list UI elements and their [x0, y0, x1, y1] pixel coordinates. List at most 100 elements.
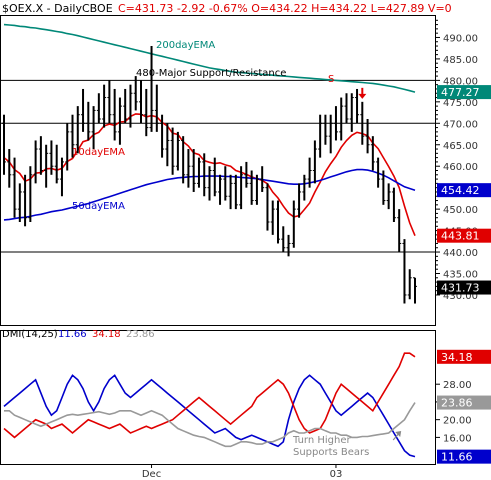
ohlc-bar	[297, 183, 302, 218]
price-tick-label: 435.00	[443, 270, 478, 281]
sell-signal-arrow-icon	[358, 87, 367, 99]
ohlc-bar	[75, 106, 80, 154]
x-axis: Dec 03	[142, 464, 342, 480]
ohlc-bar	[44, 144, 49, 188]
ohlc-bar	[186, 149, 191, 188]
ohlc-bar	[281, 226, 286, 253]
ohlc-bar	[239, 166, 244, 210]
x-tick-label: 03	[330, 469, 343, 480]
ohlc-bar	[323, 114, 328, 145]
dmi-value-badges: 34.18 23.86 11.66	[437, 349, 491, 464]
ohlc-bar	[244, 161, 249, 188]
price-tick-label: 460.00	[443, 162, 478, 173]
price-badge: 454.42	[437, 183, 491, 198]
ohlc-bar	[128, 84, 133, 128]
ohlc-bar	[402, 239, 407, 304]
ohlc-bar	[202, 153, 207, 197]
ohlc-bar	[333, 106, 338, 141]
svg-text:34.18: 34.18	[441, 351, 473, 364]
ema10-label: 10dayEMA	[72, 147, 125, 158]
price-panel-frame	[0, 15, 436, 326]
price-tick-label: 430.00	[443, 291, 478, 302]
ohlc-bar	[207, 166, 212, 201]
ohlc-bar	[302, 174, 307, 201]
dmi-tick-label: 20.00	[443, 416, 472, 427]
support-resistance-label: 480-Major Support/Resistance	[136, 68, 286, 79]
ohlc-bar	[2, 114, 6, 175]
price-tick-label: 465.00	[443, 141, 478, 152]
ohlc-bar	[91, 106, 96, 150]
adx-turn-arrow-icon	[392, 430, 402, 441]
dmi-minus-value: 34.18	[92, 329, 121, 340]
ohlc-bar	[86, 101, 91, 141]
ohlc-bar	[191, 149, 196, 192]
ohlc-bar	[33, 140, 38, 184]
ohlc-bar	[81, 88, 86, 132]
ohlc-bar	[307, 157, 312, 188]
ohlc-bar	[349, 93, 354, 132]
svg-text:23.86: 23.86	[441, 397, 473, 410]
ohlc-bar	[154, 84, 159, 132]
price-tick-label: 475.00	[443, 98, 478, 109]
series-line-10dayEMA	[3, 113, 416, 237]
ohlc-bar	[260, 166, 265, 192]
price-bars	[2, 46, 417, 304]
ohlc-bar	[28, 166, 33, 222]
sell-signal-label: S	[328, 74, 334, 85]
ohlc-bar	[386, 183, 391, 210]
ohlc-bar	[370, 136, 375, 171]
header-exchange: CBOE	[82, 2, 113, 15]
ohlc-bar	[276, 200, 280, 244]
price-tick-label: 490.00	[443, 33, 478, 44]
ohlc-bar	[59, 157, 64, 197]
dmi-line-2	[4, 402, 416, 448]
dmi-panel-frame	[0, 330, 436, 465]
ohlc-bar	[360, 101, 365, 145]
ohlc-bar	[181, 136, 186, 184]
ohlc-bar	[17, 183, 22, 222]
ohlc-bar	[54, 144, 59, 184]
ohlc-bar	[228, 174, 233, 210]
svg-text:454.42: 454.42	[441, 184, 480, 197]
ohlc-bar	[270, 200, 275, 235]
ohlc-bar	[144, 88, 149, 137]
ohlc-bar	[254, 174, 259, 205]
price-tick-label: 485.00	[443, 55, 478, 66]
dmi-plus-value: 11.66	[58, 329, 87, 340]
ohlc-bar	[165, 123, 170, 167]
price-tick-label: 480.00	[443, 76, 478, 87]
ohlc-bar	[339, 97, 344, 141]
price-badge: 431.73	[437, 280, 491, 295]
ema200-label: 200dayEMA	[156, 40, 215, 51]
ohlc-bar	[170, 127, 175, 175]
ohlc-bar	[196, 157, 201, 188]
ohlc-bar	[49, 140, 54, 175]
dmi-title: DMI(14,25)	[2, 329, 58, 340]
price-badge: 443.81	[437, 228, 491, 243]
ohlc-bar	[265, 183, 270, 231]
header-change-line: C=431.73 -2.92 -0.67% O=434.22 H=434.22 …	[118, 2, 452, 15]
ohlc-bar	[175, 131, 180, 171]
ohlc-bar	[123, 88, 128, 124]
ohlc-bar	[107, 80, 112, 124]
ohlc-bar	[7, 149, 12, 188]
ohlc-bar	[355, 88, 360, 124]
price-tick-label: 470.00	[443, 119, 478, 130]
price-tick-label: 440.00	[443, 248, 478, 259]
ohlc-bar	[376, 157, 381, 188]
ohlc-bar	[38, 136, 43, 175]
dmi-tick-label: 16.00	[443, 433, 472, 444]
ohlc-bar	[381, 170, 386, 205]
ohlc-bar	[318, 114, 323, 158]
ohlc-bar	[133, 76, 138, 111]
ohlc-bar	[102, 84, 107, 128]
ohlc-bar	[117, 97, 122, 145]
ohlc-bar	[139, 80, 143, 124]
price-tick-label: 450.00	[443, 205, 478, 216]
ohlc-bar	[112, 88, 117, 141]
svg-text:11.66: 11.66	[441, 451, 473, 464]
ohlc-bar	[65, 123, 70, 171]
dmi-annotation-line-1: Turn Higher	[292, 435, 352, 446]
